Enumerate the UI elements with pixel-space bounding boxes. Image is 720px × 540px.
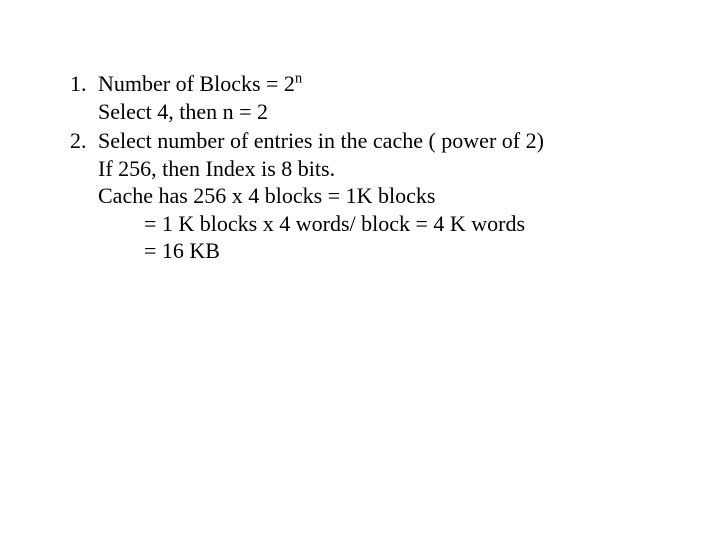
list-item-2: Select number of entries in the cache ( … <box>92 127 660 265</box>
item1-line2: Select 4, then n = 2 <box>98 98 660 126</box>
item2-line3: Cache has 256 x 4 blocks = 1K blocks <box>98 182 660 210</box>
list-item-1: Number of Blocks = 2n Select 4, then n =… <box>92 70 660 125</box>
item2-line1: Select number of entries in the cache ( … <box>98 128 544 153</box>
slide: Number of Blocks = 2n Select 4, then n =… <box>0 0 720 540</box>
numbered-list: Number of Blocks = 2n Select 4, then n =… <box>60 70 660 265</box>
item1-line1-sup: n <box>295 71 302 87</box>
item2-line2: If 256, then Index is 8 bits. <box>98 155 660 183</box>
item1-line1-prefix: Number of Blocks = 2 <box>98 71 295 96</box>
item2-line5: = 16 KB <box>98 237 660 265</box>
item2-line4: = 1 K blocks x 4 words/ block = 4 K word… <box>98 210 660 238</box>
